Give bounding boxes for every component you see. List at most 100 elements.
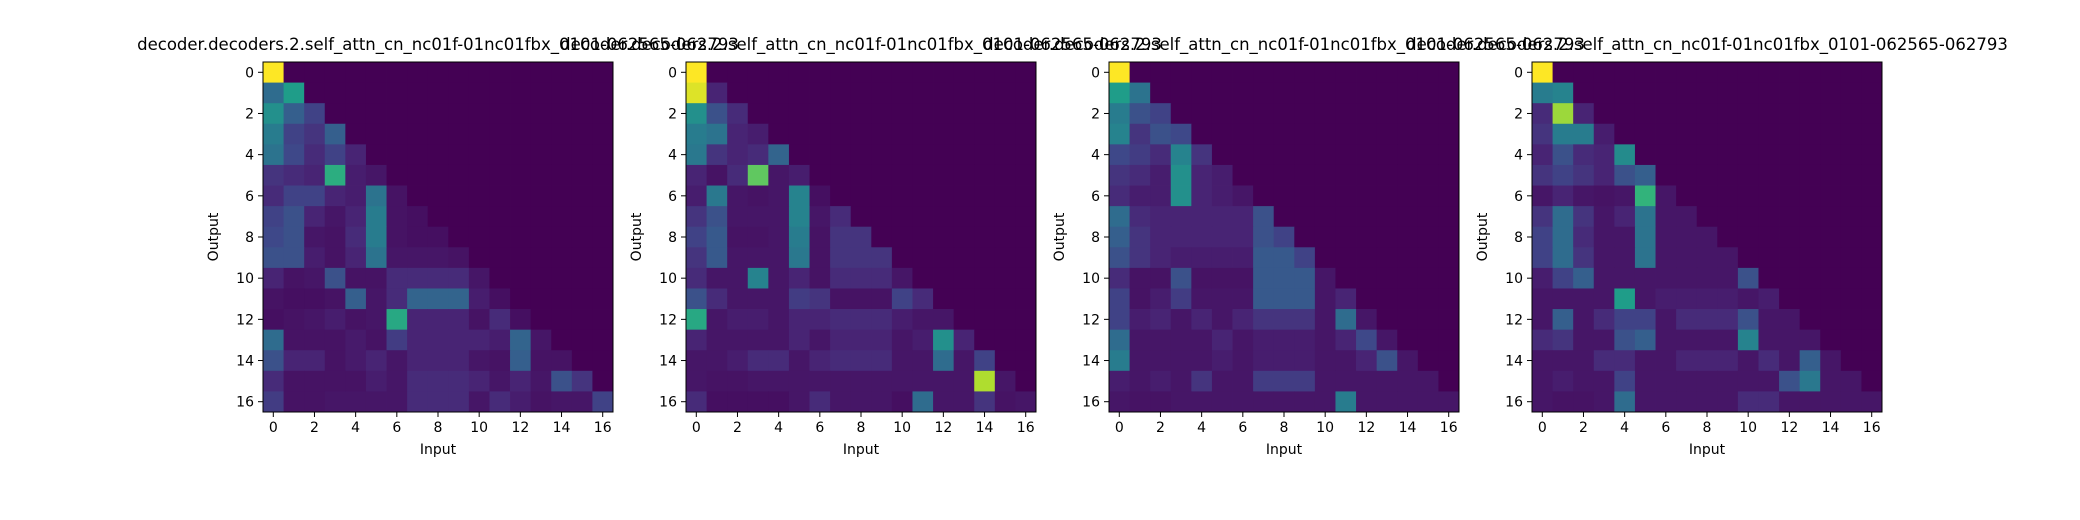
heatmap-cell xyxy=(427,370,449,392)
heatmap-cell xyxy=(830,164,852,186)
heatmap-cell xyxy=(871,309,893,331)
heatmap-cell xyxy=(1593,309,1615,331)
heatmap-cell xyxy=(1314,370,1336,392)
heatmap-cell xyxy=(686,226,707,248)
heatmap-cell xyxy=(1614,62,1636,83)
heatmap-cell xyxy=(1376,370,1398,392)
heatmap-cell xyxy=(263,288,284,310)
heatmap-cell xyxy=(1232,206,1254,228)
x-axis-label: Input xyxy=(1689,442,1726,458)
heatmap-panel-4: 0 2 4 6 8 10 12 14 16 0 2 4 6 8 10 12 14 16 Input Output dec… xyxy=(1406,35,2008,458)
heatmap-cell xyxy=(551,329,573,351)
heatmap-cell xyxy=(830,82,852,104)
heatmap-cell xyxy=(912,247,934,269)
heatmap-cell xyxy=(304,226,326,248)
heatmap-cell xyxy=(1273,370,1295,392)
heatmap-cell xyxy=(1820,123,1842,145)
heatmap-cell xyxy=(1573,267,1595,289)
heatmap-cell xyxy=(283,226,305,248)
heatmap-cell xyxy=(1253,164,1275,186)
heatmap-cell xyxy=(1335,164,1357,186)
heatmap-cell xyxy=(304,62,326,83)
heatmap-cell xyxy=(1799,226,1821,248)
heatmap-cell xyxy=(1634,226,1656,248)
heatmap-cell xyxy=(407,206,429,228)
heatmap-cell xyxy=(345,82,367,104)
heatmap-cell xyxy=(912,103,934,125)
heatmap-cell xyxy=(830,144,852,166)
heatmap-cell xyxy=(1335,144,1357,166)
heatmap-cell xyxy=(1109,350,1130,372)
heatmap-cell xyxy=(448,144,470,166)
heatmap-cell xyxy=(1634,247,1656,269)
heatmap-cell xyxy=(1532,226,1553,248)
heatmap-cell xyxy=(1717,350,1739,372)
x-tick-label: 6 xyxy=(815,420,824,436)
heatmap-cell xyxy=(283,62,305,83)
heatmap-cell xyxy=(1273,267,1295,289)
heatmap-cell xyxy=(283,82,305,104)
heatmap-cell xyxy=(1129,267,1151,289)
heatmap-cell xyxy=(345,329,367,351)
heatmap-cell xyxy=(1356,103,1378,125)
heatmap-cell xyxy=(1861,164,1883,186)
chart-title: decoder.decoders.2.self_attn_cn_nc01f-01… xyxy=(137,35,739,55)
heatmap-cell xyxy=(1840,267,1862,289)
heatmap-cell xyxy=(1253,247,1275,269)
heatmap-cell xyxy=(1232,247,1254,269)
heatmap-cell xyxy=(953,391,975,413)
heatmap-cell xyxy=(1717,206,1739,228)
x-tick-label: 14 xyxy=(976,420,994,436)
heatmap-cell xyxy=(1232,62,1254,83)
heatmap-cell xyxy=(1253,309,1275,331)
heatmap-cell xyxy=(953,123,975,145)
heatmap-cell xyxy=(427,144,449,166)
heatmap-cell xyxy=(891,391,913,413)
heatmap-cell xyxy=(974,267,996,289)
heatmap-cell xyxy=(263,206,284,228)
heatmap-cell xyxy=(1376,206,1398,228)
y-tick-label: 0 xyxy=(1514,65,1523,81)
heatmap-cell xyxy=(706,329,728,351)
heatmap-cell xyxy=(871,206,893,228)
heatmap-cell xyxy=(891,370,913,392)
heatmap-cell xyxy=(1232,309,1254,331)
heatmap-cell xyxy=(468,185,490,207)
heatmap-cell xyxy=(1356,144,1378,166)
heatmap-cell xyxy=(1676,370,1698,392)
heatmap-cell xyxy=(686,329,707,351)
x-tick-label: 12 xyxy=(934,420,952,436)
heatmap-cell xyxy=(592,309,614,331)
heatmap-cell xyxy=(933,103,955,125)
heatmap-cell xyxy=(345,123,367,145)
y-tick-label: 8 xyxy=(668,230,677,246)
heatmap-cell xyxy=(1758,247,1780,269)
heatmap-cell xyxy=(912,164,934,186)
heatmap-cell xyxy=(427,288,449,310)
heatmap-cell xyxy=(1737,226,1759,248)
heatmap-cell xyxy=(510,391,532,413)
heatmap-cell xyxy=(1717,164,1739,186)
heatmap-cell xyxy=(345,206,367,228)
heatmap-cell xyxy=(1820,309,1842,331)
heatmap-cell xyxy=(953,226,975,248)
heatmap-cell xyxy=(891,206,913,228)
heatmap-cell xyxy=(1737,247,1759,269)
heatmap-cell xyxy=(1758,329,1780,351)
y-tick-label: 12 xyxy=(236,312,254,328)
heatmap-cell xyxy=(788,144,810,166)
heatmap-cell xyxy=(283,267,305,289)
heatmap-cell xyxy=(1593,247,1615,269)
heatmap-cell xyxy=(510,206,532,228)
heatmap-cell xyxy=(953,206,975,228)
x-tick-label: 8 xyxy=(434,420,443,436)
heatmap-cell xyxy=(1109,329,1130,351)
heatmap-cell xyxy=(933,370,955,392)
heatmap-cell xyxy=(1273,103,1295,125)
heatmap-cell xyxy=(1397,185,1419,207)
heatmap-cell xyxy=(1655,288,1677,310)
heatmap-cell xyxy=(830,370,852,392)
heatmap-cell xyxy=(747,370,769,392)
heatmap-cell xyxy=(1438,391,1460,413)
heatmap-cell xyxy=(1150,82,1172,104)
